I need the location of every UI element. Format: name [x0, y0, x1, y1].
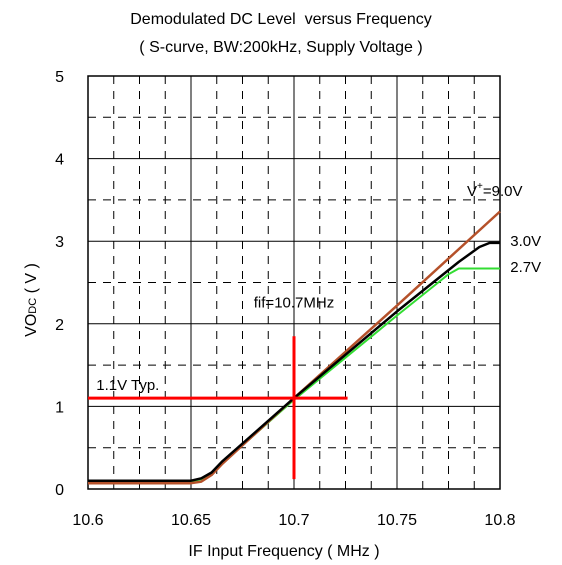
series-lines [88, 210, 501, 485]
fif-label: fif=10.7MHz [254, 294, 334, 311]
chart-title: Demodulated DC Level versus Frequency [130, 11, 431, 28]
x-tick-label: 10.8 [484, 512, 515, 529]
series-label-9v-rest: =9.0V [483, 183, 523, 200]
y-axis-label: VODC ( V ) [23, 263, 40, 337]
y-axis-label-main: VO [23, 314, 40, 337]
series-label-2-7v: 2.7V [510, 259, 541, 276]
x-tick-label: 10.7 [278, 512, 309, 529]
annotations: fif=10.7MHz 1.1V Typ. [88, 294, 348, 480]
chart-subtitle: ( S-curve, BW:200kHz, Supply Voltage ) [139, 39, 422, 56]
y-tick-label: 4 [55, 152, 64, 169]
x-tick-label: 10.6 [72, 512, 103, 529]
x-tick-label: 10.65 [171, 512, 211, 529]
series-line-3v [88, 241, 500, 482]
plot-grid [88, 76, 500, 489]
series-labels: V+=9.0V 3.0V 2.7V [467, 181, 541, 276]
x-tick-label: 10.75 [377, 512, 417, 529]
typ-label: 1.1V Typ. [96, 377, 159, 394]
y-tick-label: 5 [55, 69, 64, 86]
y-axis-label-subscript: DC [27, 298, 39, 314]
y-tick-label: 0 [55, 482, 64, 499]
y-tick-label: 2 [55, 317, 64, 334]
svg-text:VODC ( V ): VODC ( V ) [23, 263, 40, 337]
series-label-3v: 3.0V [510, 233, 541, 250]
series-line-9v [88, 210, 501, 485]
y-tick-label: 1 [55, 399, 64, 416]
y-tick-labels: 0 1 2 3 4 5 [55, 69, 64, 499]
series-label-9v-sup: + [477, 181, 483, 192]
series-label-9v-v: V [467, 183, 477, 200]
y-tick-label: 3 [55, 234, 64, 251]
series-label-9v: V+=9.0V [467, 181, 522, 200]
x-axis-label: IF Input Frequency ( MHz ) [188, 543, 379, 560]
plot-frame [87, 75, 501, 490]
y-axis-label-unit: ( V ) [23, 263, 40, 298]
x-tick-labels: 10.6 10.65 10.7 10.75 10.8 [72, 512, 515, 529]
